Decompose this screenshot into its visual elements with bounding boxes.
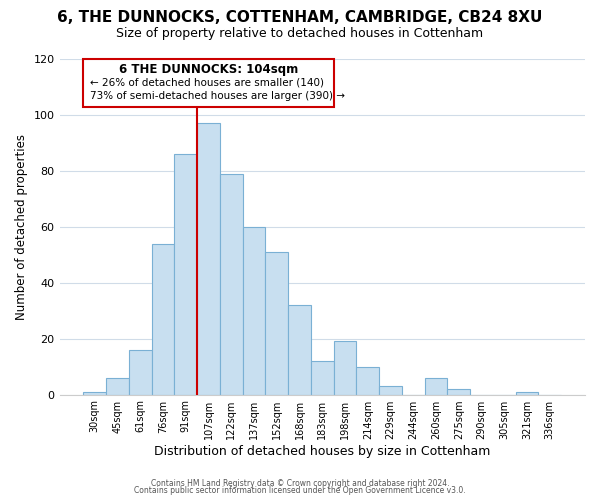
Text: 73% of semi-detached houses are larger (390) →: 73% of semi-detached houses are larger (… [90,91,345,101]
Bar [448,389,470,394]
Bar [311,361,334,394]
Bar [288,305,311,394]
Text: Size of property relative to detached houses in Cottenham: Size of property relative to detached ho… [116,28,484,40]
Bar [242,227,265,394]
Bar [197,124,220,394]
Bar [129,350,152,395]
Text: 6, THE DUNNOCKS, COTTENHAM, CAMBRIDGE, CB24 8XU: 6, THE DUNNOCKS, COTTENHAM, CAMBRIDGE, C… [58,10,542,25]
Bar [379,386,402,394]
X-axis label: Distribution of detached houses by size in Cottenham: Distribution of detached houses by size … [154,444,490,458]
Bar [334,342,356,394]
Text: Contains public sector information licensed under the Open Government Licence v3: Contains public sector information licen… [134,486,466,495]
Bar [515,392,538,394]
Bar [265,252,288,394]
Bar [175,154,197,394]
Bar [425,378,448,394]
Bar [152,244,175,394]
Text: 6 THE DUNNOCKS: 104sqm: 6 THE DUNNOCKS: 104sqm [119,63,298,76]
Y-axis label: Number of detached properties: Number of detached properties [15,134,28,320]
Text: ← 26% of detached houses are smaller (140): ← 26% of detached houses are smaller (14… [90,77,324,87]
FancyBboxPatch shape [83,59,334,106]
Bar [83,392,106,394]
Bar [356,366,379,394]
Bar [220,174,242,394]
Text: Contains HM Land Registry data © Crown copyright and database right 2024.: Contains HM Land Registry data © Crown c… [151,478,449,488]
Bar [106,378,129,394]
